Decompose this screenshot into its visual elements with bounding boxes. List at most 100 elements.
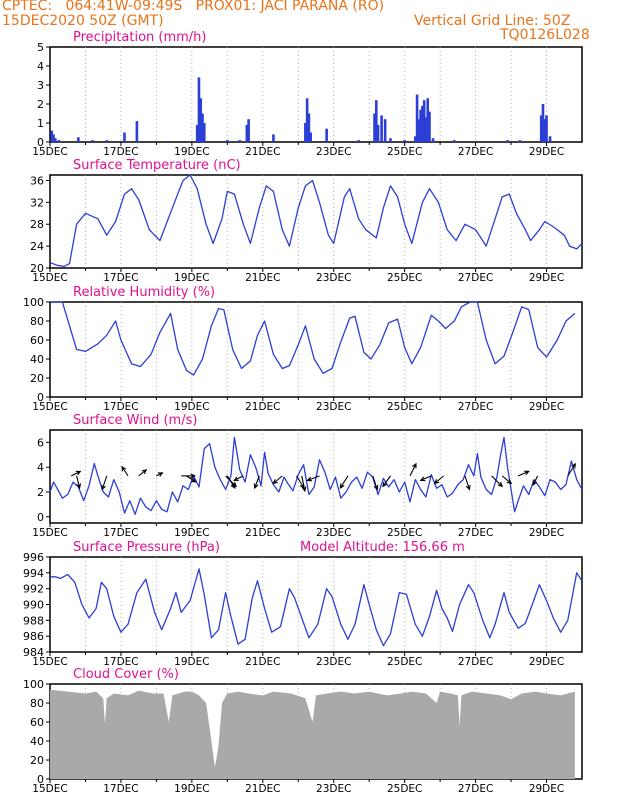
rh-ytick-label: 80: [30, 315, 44, 328]
pressure-ytick-label: 994: [23, 567, 44, 580]
temp-ytick-label: 24: [30, 240, 44, 253]
wind-arrow: [272, 475, 283, 484]
wind-arrow-head: [157, 472, 164, 477]
wind-xtick-label: 21DEC: [245, 527, 280, 539]
wind-xtick-label: 29DEC: [529, 527, 564, 539]
cloud-ytick-label: 60: [30, 716, 44, 729]
precip-xtick-label: 27DEC: [458, 146, 493, 158]
precip-frame: [49, 46, 583, 143]
precip-bar: [245, 124, 249, 142]
precip-bar: [325, 128, 328, 142]
rh-frame: [49, 301, 583, 398]
wind-arrow-head: [532, 480, 538, 487]
precip-bar: [105, 140, 109, 142]
wind-arrow-head: [121, 465, 127, 472]
pressure-xtick-label: 17DEC: [103, 656, 138, 668]
wind-ytick-label: 4: [37, 461, 44, 474]
wind-arrow-head: [419, 476, 426, 482]
wind-xtick-label: 25DEC: [387, 527, 422, 539]
rh-ytick-label: 100: [23, 296, 44, 309]
precip-bar: [195, 124, 199, 142]
wind-ytick-label: 6: [37, 436, 44, 449]
wind-arrow: [567, 463, 576, 477]
wind-arrow: [138, 469, 147, 477]
wind-arrow-head: [272, 479, 278, 485]
precip-bar: [431, 138, 435, 142]
header-line1-left: CPTEC: 064:41W-09:49S PROX01: JACI PARAN…: [2, 0, 385, 14]
wind-arrow-head: [76, 483, 82, 490]
precip-bar: [453, 140, 456, 142]
precip-xtick-label: 25DEC: [387, 146, 422, 158]
pressure-xtick-label: 23DEC: [316, 656, 351, 668]
wind-arrow: [420, 475, 432, 481]
precip-bar: [518, 140, 522, 142]
pressure-subtitle: Model Altitude: 156.66 m: [300, 540, 465, 555]
wind-arrow: [121, 466, 129, 477]
precip-ytick-label: 3: [37, 79, 44, 92]
wind-arrow: [517, 470, 529, 477]
wind-arrow: [296, 475, 305, 489]
wind-arrow-head: [433, 479, 440, 485]
pressure-frame: [49, 556, 583, 653]
precip-bar: [57, 140, 61, 142]
wind-arrow-head: [306, 476, 313, 482]
cloud-xtick-label: 29DEC: [529, 783, 564, 795]
precip-bar: [50, 130, 54, 142]
precip-xtick-label: 17DEC: [103, 146, 138, 158]
precip-bar: [506, 140, 509, 142]
rh-xtick-label: 17DEC: [103, 401, 138, 413]
wind-arrow: [434, 475, 445, 484]
wind-arrow-head: [497, 481, 503, 488]
rh-xtick-label: 27DEC: [458, 401, 493, 413]
wind-arrow-head: [465, 484, 471, 491]
precip-bar: [548, 136, 552, 142]
wind-arrow: [501, 475, 512, 484]
wind-arrow: [301, 475, 306, 491]
precip-bar: [305, 98, 309, 142]
precip-bar: [226, 140, 229, 142]
cloud-ytick-label: 20: [30, 754, 44, 767]
temp-xtick-label: 29DEC: [529, 272, 564, 284]
wind-ytick-label: 0: [37, 511, 44, 524]
wind-xtick-label: 15DEC: [32, 527, 67, 539]
precip-bar: [357, 140, 360, 142]
pressure-xtick-label: 27DEC: [458, 656, 493, 668]
wind-arrow: [226, 475, 236, 489]
wind-arrow-head: [382, 481, 388, 488]
wind-title: Surface Wind (m/s): [73, 413, 197, 428]
temp-ytick-label: 20: [30, 262, 44, 275]
precip-ytick-label: 2: [37, 98, 44, 111]
cloud-xtick-label: 27DEC: [458, 783, 493, 795]
pressure-series-line: [50, 568, 583, 647]
temp-xtick-label: 23DEC: [316, 272, 351, 284]
precip-bar: [304, 123, 307, 142]
precip-bar: [419, 109, 422, 142]
precip-bar: [426, 98, 430, 142]
cloud-xtick-label: 21DEC: [245, 783, 280, 795]
cloud-xtick-label: 17DEC: [103, 783, 138, 795]
rh-series-line: [50, 301, 576, 376]
precip-bar: [380, 115, 383, 142]
precip-bar: [545, 115, 548, 142]
pressure-ytick-label: 984: [23, 646, 44, 659]
wind-arrow-head: [373, 484, 379, 491]
pressure-xtick-label: 15DEC: [32, 656, 67, 668]
wind-arrow-head: [339, 483, 345, 489]
wind-arrow-head: [101, 484, 106, 491]
rh-xtick-label: 15DEC: [32, 401, 67, 413]
precip-bar: [376, 124, 380, 142]
rh-xtick-label: 23DEC: [316, 401, 351, 413]
precip-xtick-label: 21DEC: [245, 146, 280, 158]
wind-arrow: [464, 475, 470, 490]
cloud-title: Cloud Cover (%): [73, 667, 179, 682]
precip-ytick-label: 5: [37, 41, 44, 54]
wind-xtick-label: 27DEC: [458, 527, 493, 539]
wind-arrow: [409, 463, 417, 477]
temp-ytick-label: 32: [30, 196, 44, 209]
wind-arrow-head: [233, 476, 239, 481]
wind-arrow-head: [253, 483, 259, 490]
precip-bar: [309, 132, 312, 142]
wind-arrow-head: [141, 469, 148, 475]
cloud-ytick-label: 100: [23, 678, 44, 691]
precip-bar: [54, 138, 57, 142]
